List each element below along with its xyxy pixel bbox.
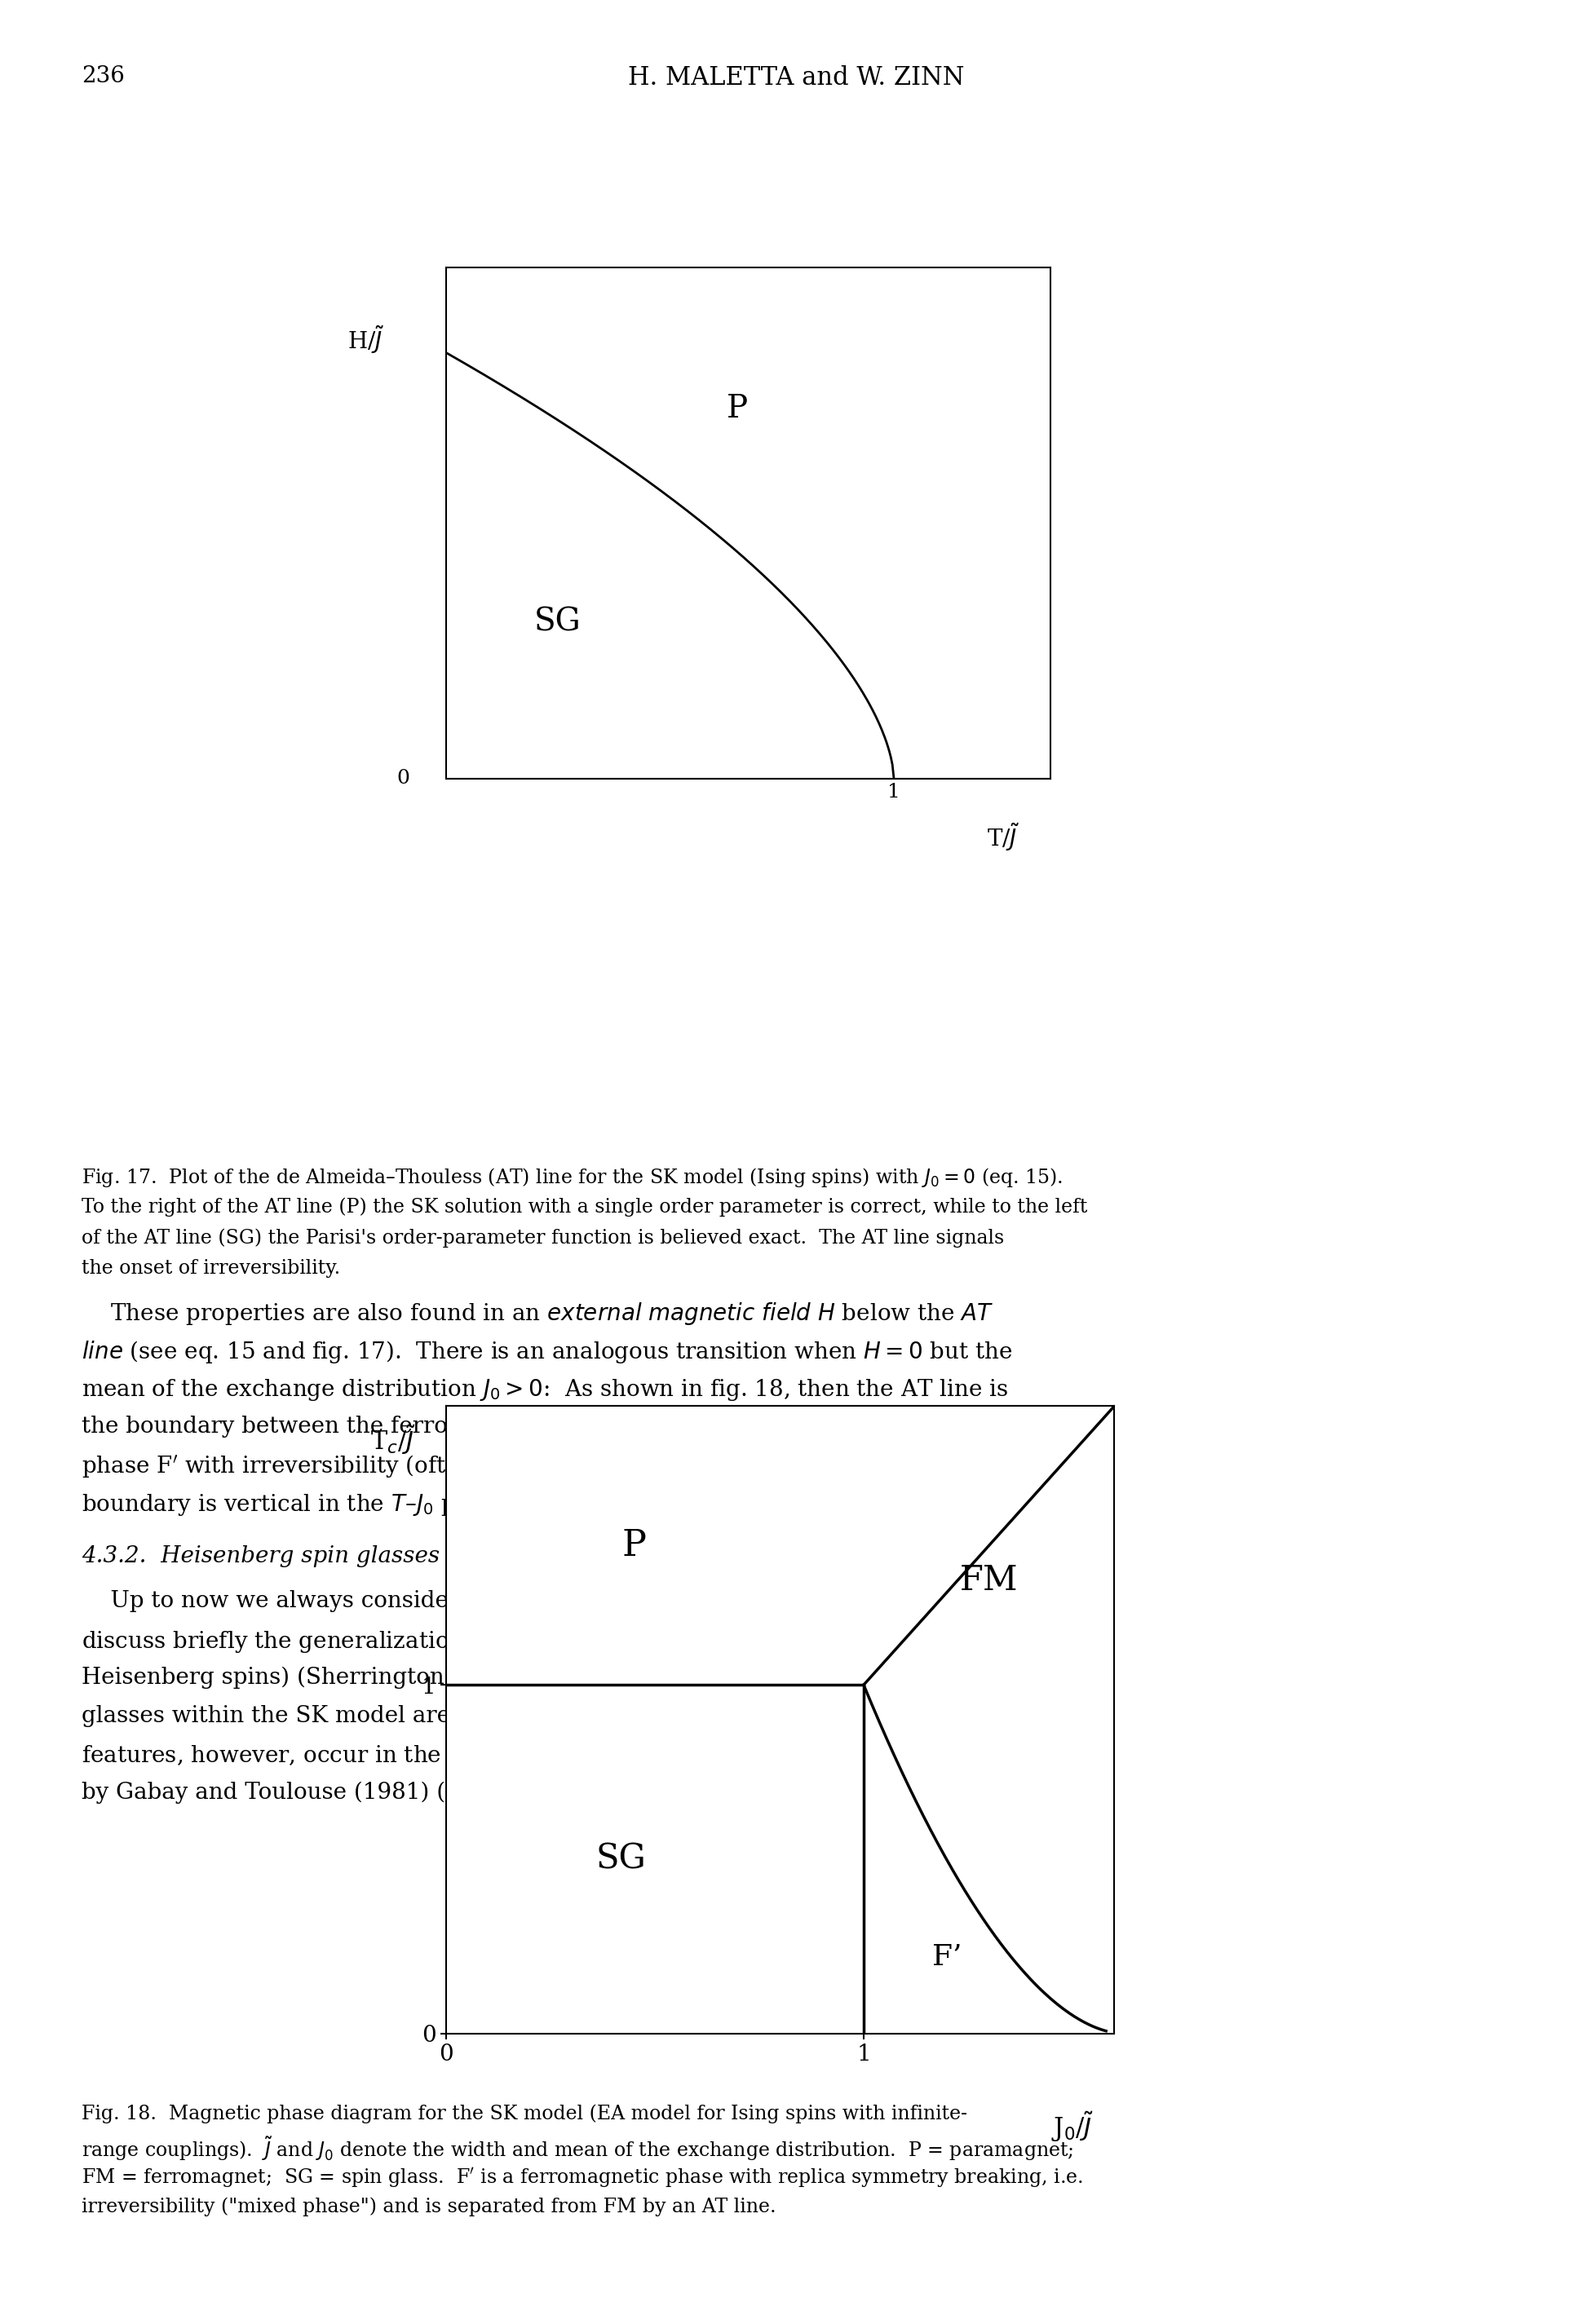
Text: irreversibility ("mixed phase") and is separated from FM by an AT line.: irreversibility ("mixed phase") and is s… (81, 2196, 777, 2217)
Text: To the right of the AT line (P) the SK solution with a single order parameter is: To the right of the AT line (P) the SK s… (81, 1197, 1087, 1215)
Text: the boundary between the ferromagnetic phase FM and a modified ferromagnetic: the boundary between the ferromagnetic p… (81, 1415, 1024, 1439)
Text: T/$\tilde{J}$: T/$\tilde{J}$ (987, 820, 1019, 853)
Text: Up to now we always considered Ising spins in the SK model.  Let us now: Up to now we always considered Ising spi… (81, 1590, 955, 1613)
Text: H. MALETTA and W. ZINN: H. MALETTA and W. ZINN (627, 65, 965, 91)
Text: 4.3.2.  Heisenberg spin glasses in magnetic field: 4.3.2. Heisenberg spin glasses in magnet… (81, 1545, 640, 1566)
Text: SG: SG (595, 1843, 646, 1875)
Text: Heisenberg spins) (Sherrington 1983).  It turned out that isotropic vector spin: Heisenberg spins) (Sherrington 1983). It… (81, 1666, 981, 1690)
Text: discuss briefly the generalization to $m$ component vector spin glasses ($m = 3$: discuss briefly the generalization to $m… (81, 1629, 970, 1655)
Text: T$_c$/$\tilde{J}$: T$_c$/$\tilde{J}$ (371, 1422, 416, 1457)
Text: SG: SG (535, 607, 581, 637)
Text: mean of the exchange distribution $J_0 > 0$:  As shown in fig. 18, then the AT l: mean of the exchange distribution $J_0 >… (81, 1378, 1008, 1404)
Text: P: P (726, 395, 748, 425)
Text: Fig. 18.  Magnetic phase diagram for the SK model (EA model for Ising spins with: Fig. 18. Magnetic phase diagram for the … (81, 2103, 968, 2124)
Text: FM: FM (960, 1564, 1019, 1597)
Text: the onset of irreversibility.: the onset of irreversibility. (81, 1260, 341, 1278)
Text: range couplings).  $\tilde{J}$ and $J_0$ denote the width and mean of the exchan: range couplings). $\tilde{J}$ and $J_0$ … (81, 2136, 1073, 2161)
Text: P: P (621, 1527, 646, 1564)
Text: FM = ferromagnet;  SG = spin glass.  F$'$ is a ferromagnetic phase with replica : FM = ferromagnet; SG = spin glass. F$'$ … (81, 2166, 1083, 2189)
Text: 0: 0 (396, 769, 409, 788)
Text: H/$\tilde{J}$: H/$\tilde{J}$ (347, 323, 384, 356)
Text: of the AT line (SG) the Parisi's order-parameter function is believed exact.  Th: of the AT line (SG) the Parisi's order-p… (81, 1227, 1005, 1248)
Text: 236: 236 (81, 65, 124, 88)
Text: J$_0$/$\tilde{J}$: J$_0$/$\tilde{J}$ (1051, 2110, 1094, 2143)
Text: These properties are also found in an $\mathit{external}$ $\mathit{magnetic}$ $\: These properties are also found in an $\… (81, 1301, 993, 1327)
Text: glasses within the SK model are rather similar to the Ising case.  Interesting n: glasses within the SK model are rather s… (81, 1706, 1016, 1727)
Text: phase F$'$ with irreversibility (often called a  ``$\mathit{mixed}$''  phase).  : phase F$'$ with irreversibility (often c… (81, 1455, 993, 1480)
Text: F’: F’ (933, 1943, 962, 1971)
Text: boundary is vertical in the $T$–$J_0$ phase diagram in the Parisi theory.: boundary is vertical in the $T$–$J_0$ ph… (81, 1492, 845, 1518)
Text: $\mathit{line}$ (see eq. 15 and fig. 17).  There is an analogous transition when: $\mathit{line}$ (see eq. 15 and fig. 17)… (81, 1339, 1013, 1364)
Text: Fig. 17.  Plot of the de Almeida–Thouless (AT) line for the SK model (Ising spin: Fig. 17. Plot of the de Almeida–Thouless… (81, 1167, 1063, 1190)
Text: features, however, occur in the presence of a magnetic field $H$, as first discu: features, however, occur in the presence… (81, 1743, 1011, 1769)
Text: by Gabay and Toulouse (1981) (see also Cragg et al. 1982a).: by Gabay and Toulouse (1981) (see also C… (81, 1783, 774, 1803)
